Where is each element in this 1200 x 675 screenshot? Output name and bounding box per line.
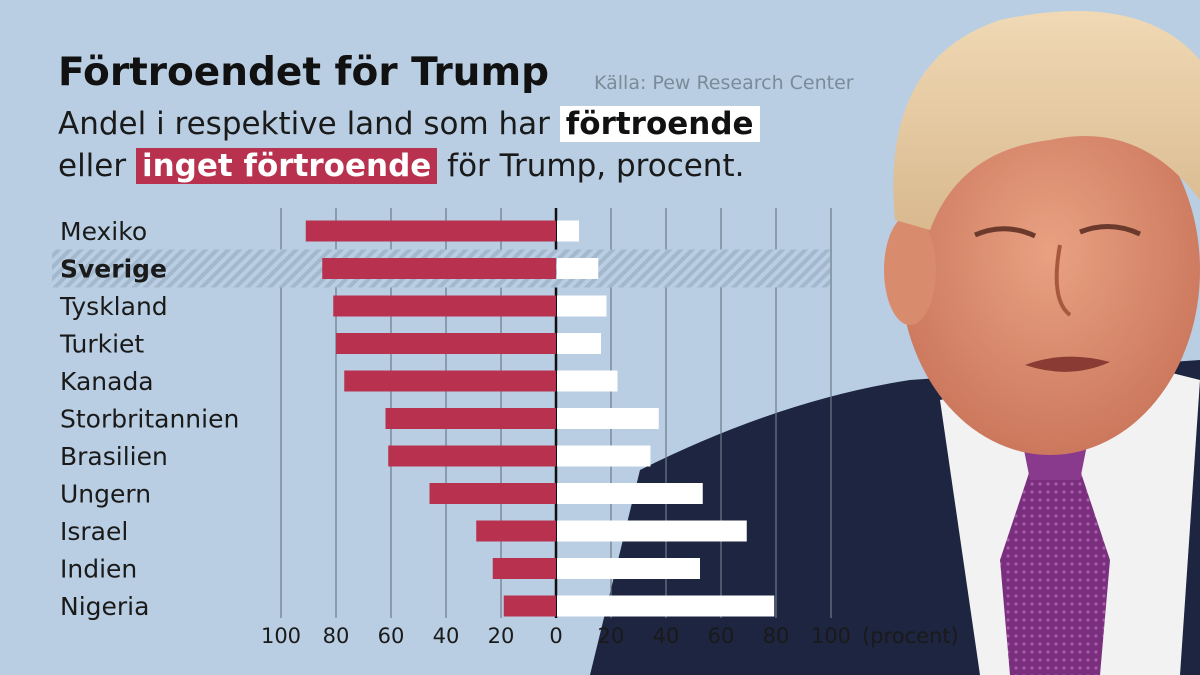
bar-no-confidence-nigeria xyxy=(503,595,556,617)
category-label: Brasilien xyxy=(60,442,168,471)
x-tick-label: 100 xyxy=(811,624,851,648)
x-tick-label: 100 xyxy=(261,624,301,648)
x-tick-label: 80 xyxy=(323,624,350,648)
legend-no-confidence: inget förtroende xyxy=(135,148,438,184)
x-tick-label: 20 xyxy=(598,624,625,648)
bar-confidence-israel xyxy=(557,520,747,542)
source-label: Källa: Pew Research Center xyxy=(594,72,854,94)
bar-confidence-indien xyxy=(557,558,700,579)
bar-confidence-sverige xyxy=(557,258,599,279)
bar-confidence-kanada xyxy=(557,370,618,392)
x-tick-label: 80 xyxy=(763,624,790,648)
chart-title: Förtroendet för Trump xyxy=(58,50,550,95)
bar-confidence-turkiet xyxy=(557,333,601,354)
category-label: Israel xyxy=(60,517,128,546)
x-tick-label: 60 xyxy=(378,624,405,648)
bar-confidence-ungern xyxy=(557,483,703,504)
legend-confidence: förtroende xyxy=(559,106,760,142)
bar-no-confidence-indien xyxy=(492,558,556,579)
x-unit-label: (procent) xyxy=(862,624,959,648)
category-label: Kanada xyxy=(60,367,154,396)
x-tick-label: 40 xyxy=(653,624,680,648)
bar-confidence-nigeria xyxy=(557,595,775,617)
subtitle-text-1: Andel i respektive land som har xyxy=(58,106,560,142)
x-tick-label: 40 xyxy=(433,624,460,648)
category-label: Turkiet xyxy=(59,330,144,359)
bar-confidence-mexiko xyxy=(557,220,579,242)
category-label: Ungern xyxy=(60,480,151,509)
bar-no-confidence-storbritannien xyxy=(385,408,556,429)
bar-no-confidence-kanada xyxy=(344,370,556,392)
category-label: Tyskland xyxy=(59,292,168,321)
category-label: Storbritannien xyxy=(60,405,239,434)
bar-no-confidence-mexiko xyxy=(305,220,556,242)
x-tick-label: 60 xyxy=(708,624,735,648)
category-label: Indien xyxy=(60,555,137,584)
bar-no-confidence-israel xyxy=(476,520,556,542)
x-tick-label: 20 xyxy=(488,624,515,648)
bar-no-confidence-brasilien xyxy=(388,445,556,467)
category-label: Sverige xyxy=(60,255,167,284)
subtitle-text-2: eller xyxy=(58,148,136,184)
category-label: Mexiko xyxy=(60,217,147,246)
bar-confidence-brasilien xyxy=(557,445,651,467)
x-tick-label: 0 xyxy=(549,624,562,648)
bar-no-confidence-sverige xyxy=(322,258,556,279)
subtitle-text-3: för Trump, procent. xyxy=(437,148,745,184)
category-label: Nigeria xyxy=(60,592,149,621)
bar-no-confidence-turkiet xyxy=(336,333,556,354)
chart-subtitle: Andel i respektive land som har förtroen… xyxy=(58,103,760,187)
bar-no-confidence-ungern xyxy=(429,483,556,504)
bar-no-confidence-tyskland xyxy=(333,295,556,317)
bar-confidence-tyskland xyxy=(557,295,607,317)
bar-confidence-storbritannien xyxy=(557,408,659,429)
